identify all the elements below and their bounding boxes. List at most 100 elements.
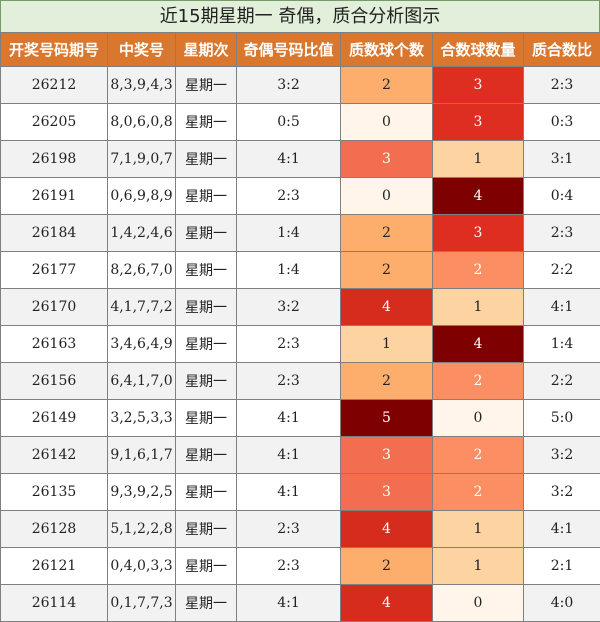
composite-count-cell: 2	[432, 362, 524, 400]
composite-count-cell: 2	[432, 473, 524, 511]
issue-cell: 26191	[0, 177, 108, 215]
odd-even-ratio-cell: 2:3	[236, 547, 341, 585]
table-row: 26149 3,2,5,3,3 星期一 4:1 5 0 5:0	[0, 399, 600, 437]
issue-cell: 26184	[0, 214, 108, 252]
odd-even-ratio-cell: 2:3	[236, 325, 341, 363]
table-row: 26191 0,6,9,8,9 星期一 2:3 0 4 0:4	[0, 177, 600, 215]
odd-even-ratio-cell: 2:3	[236, 177, 341, 215]
issue-cell: 26128	[0, 510, 108, 548]
odd-even-ratio-cell: 4:1	[236, 399, 341, 437]
odd-even-ratio-cell: 1:4	[236, 214, 341, 252]
composite-count-cell: 0	[432, 399, 524, 437]
table-row: 26142 9,1,6,1,7 星期一 4:1 3 2 3:2	[0, 436, 600, 474]
issue-cell: 26156	[0, 362, 108, 400]
issue-cell: 26212	[0, 66, 108, 104]
weekday-cell: 星期一	[175, 177, 237, 215]
weekday-cell: 星期一	[175, 288, 237, 326]
odd-even-ratio-cell: 4:1	[236, 584, 341, 622]
odd-even-ratio-cell: 3:2	[236, 66, 341, 104]
composite-count-cell: 3	[432, 214, 524, 252]
issue-cell: 26170	[0, 288, 108, 326]
winning-numbers-cell: 0,6,9,8,9	[107, 177, 176, 215]
header-prime-composite-ratio: 质合数比	[523, 32, 600, 67]
issue-cell: 26177	[0, 251, 108, 289]
table-row: 26177 8,2,6,7,0 星期一 1:4 2 2 2:2	[0, 251, 600, 289]
prime-count-cell: 0	[340, 177, 433, 215]
winning-numbers-cell: 8,0,6,0,8	[107, 103, 176, 141]
table-row: 26135 9,3,9,2,5 星期一 4:1 3 2 3:2	[0, 473, 600, 511]
weekday-cell: 星期一	[175, 510, 237, 548]
table-row: 26121 0,4,0,3,3 星期一 2:3 2 1 2:1	[0, 547, 600, 585]
odd-even-ratio-cell: 4:1	[236, 436, 341, 474]
prime-composite-ratio-cell: 4:1	[523, 288, 600, 326]
prime-count-cell: 0	[340, 103, 433, 141]
header-issue: 开奖号码期号	[0, 32, 108, 67]
prime-count-cell: 2	[340, 66, 433, 104]
prime-count-cell: 2	[340, 251, 433, 289]
prime-composite-ratio-cell: 5:0	[523, 399, 600, 437]
prime-composite-ratio-cell: 2:3	[523, 214, 600, 252]
prime-count-cell: 2	[340, 547, 433, 585]
table-row: 26170 4,1,7,7,2 星期一 3:2 4 1 4:1	[0, 288, 600, 326]
header-composite-count: 合数球数量	[432, 32, 524, 67]
winning-numbers-cell: 3,4,6,4,9	[107, 325, 176, 363]
winning-numbers-cell: 4,1,7,7,2	[107, 288, 176, 326]
issue-cell: 26121	[0, 547, 108, 585]
analysis-table: 开奖号码期号 中奖号 星期次 奇偶号码比值 质数球个数 合数球数量 质合数比 2…	[0, 32, 600, 622]
composite-count-cell: 4	[432, 177, 524, 215]
issue-cell: 26163	[0, 325, 108, 363]
prime-count-cell: 2	[340, 214, 433, 252]
prime-composite-ratio-cell: 3:2	[523, 436, 600, 474]
table-row: 26212 8,3,9,4,3 星期一 3:2 2 3 2:3	[0, 66, 600, 104]
composite-count-cell: 1	[432, 140, 524, 178]
prime-count-cell: 2	[340, 362, 433, 400]
composite-count-cell: 2	[432, 436, 524, 474]
prime-count-cell: 3	[340, 436, 433, 474]
prime-composite-ratio-cell: 2:3	[523, 66, 600, 104]
odd-even-ratio-cell: 2:3	[236, 510, 341, 548]
winning-numbers-cell: 9,3,9,2,5	[107, 473, 176, 511]
winning-numbers-cell: 9,1,6,1,7	[107, 436, 176, 474]
prime-composite-ratio-cell: 0:4	[523, 177, 600, 215]
table-body: 26212 8,3,9,4,3 星期一 3:2 2 3 2:3 26205 8,0,6,0,8 星…	[0, 66, 600, 622]
composite-count-cell: 1	[432, 547, 524, 585]
prime-composite-ratio-cell: 4:0	[523, 584, 600, 622]
header-prime-count: 质数球个数	[340, 32, 433, 67]
weekday-cell: 星期一	[175, 399, 237, 437]
table-row: 26184 1,4,2,4,6 星期一 1:4 2 3 2:3	[0, 214, 600, 252]
winning-numbers-cell: 8,2,6,7,0	[107, 251, 176, 289]
weekday-cell: 星期一	[175, 325, 237, 363]
header-row: 开奖号码期号 中奖号 星期次 奇偶号码比值 质数球个数 合数球数量 质合数比	[0, 32, 600, 67]
table-row: 26198 7,1,9,0,7 星期一 4:1 3 1 3:1	[0, 140, 600, 178]
issue-cell: 26198	[0, 140, 108, 178]
weekday-cell: 星期一	[175, 103, 237, 141]
odd-even-ratio-cell: 1:4	[236, 251, 341, 289]
page-title: 近15期星期一 奇偶，质合分析图示	[0, 0, 600, 32]
header-weekday: 星期次	[175, 32, 237, 67]
winning-numbers-cell: 8,3,9,4,3	[107, 66, 176, 104]
prime-count-cell: 4	[340, 288, 433, 326]
weekday-cell: 星期一	[175, 140, 237, 178]
prime-composite-ratio-cell: 2:1	[523, 547, 600, 585]
header-numbers: 中奖号	[107, 32, 176, 67]
odd-even-ratio-cell: 4:1	[236, 140, 341, 178]
composite-count-cell: 1	[432, 288, 524, 326]
prime-composite-ratio-cell: 1:4	[523, 325, 600, 363]
winning-numbers-cell: 0,1,7,7,3	[107, 584, 176, 622]
prime-count-cell: 4	[340, 510, 433, 548]
prime-count-cell: 3	[340, 473, 433, 511]
prime-composite-ratio-cell: 3:1	[523, 140, 600, 178]
composite-count-cell: 1	[432, 510, 524, 548]
prime-count-cell: 1	[340, 325, 433, 363]
weekday-cell: 星期一	[175, 251, 237, 289]
odd-even-ratio-cell: 3:2	[236, 288, 341, 326]
composite-count-cell: 0	[432, 584, 524, 622]
weekday-cell: 星期一	[175, 66, 237, 104]
odd-even-ratio-cell: 4:1	[236, 473, 341, 511]
table-row: 26128 5,1,2,2,8 星期一 2:3 4 1 4:1	[0, 510, 600, 548]
winning-numbers-cell: 7,1,9,0,7	[107, 140, 176, 178]
weekday-cell: 星期一	[175, 214, 237, 252]
prime-composite-ratio-cell: 3:2	[523, 473, 600, 511]
issue-cell: 26135	[0, 473, 108, 511]
